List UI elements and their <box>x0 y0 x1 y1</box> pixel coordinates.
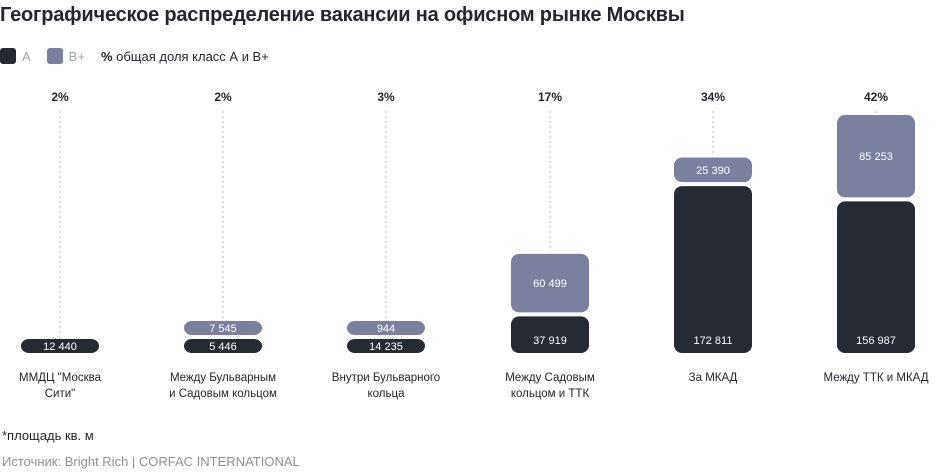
bar-a-label: 12 440 <box>43 341 77 353</box>
bar-a <box>674 186 752 353</box>
legend-swatch-bplus <box>46 48 63 64</box>
bar-a-label: 37 919 <box>533 335 567 347</box>
category-label: кольцом и ТТК <box>511 388 590 400</box>
bar-a <box>21 339 99 353</box>
category-label: Сити" <box>45 388 76 400</box>
share-label: 34% <box>701 90 725 104</box>
category-label: Внутри Бульварного <box>332 372 440 384</box>
legend-label-a: A <box>22 48 31 64</box>
bar-a-label: 14 235 <box>369 341 403 353</box>
legend: A B+ % общая доля класс А и В+ <box>0 46 269 66</box>
bar-bplus-label: 25 390 <box>696 165 730 177</box>
category-label: Между Садовым <box>505 372 595 384</box>
bar-a <box>347 339 425 353</box>
share-label: 17% <box>538 90 562 104</box>
bar-bplus <box>347 321 425 335</box>
bar-bplus-label: 60 499 <box>533 278 567 290</box>
source: Источник: Bright Rich | CORFAC INTERNATI… <box>2 454 300 469</box>
category-label: ММДЦ "Москва <box>19 372 102 384</box>
legend-share-note: % общая доля класс А и В+ <box>101 49 269 64</box>
category-label: Между Бульварным <box>170 372 276 384</box>
legend-swatch-a <box>0 48 16 64</box>
bar-bplus <box>184 321 262 335</box>
chart-title: Географическое распределение вакансии на… <box>0 4 685 26</box>
legend-label-bplus: B+ <box>68 48 85 64</box>
bar-bplus <box>837 115 915 198</box>
share-label: 2% <box>51 90 69 104</box>
share-label: 2% <box>214 90 232 104</box>
share-label: 42% <box>864 90 888 104</box>
chart-plot: 2% 12 440 ММДЦ "Москва Сити" 2% 5 446 7 545 Меж… <box>19 90 929 400</box>
category-label: Между ТТК и МКАД <box>823 372 928 384</box>
bar-a <box>511 316 589 353</box>
share-label: 3% <box>377 90 395 104</box>
category-label: и Садовым кольцом <box>169 388 277 400</box>
bar-bplus-label: 85 253 <box>859 151 893 163</box>
bar-a-label: 5 446 <box>209 341 237 353</box>
bar-bplus <box>511 253 589 313</box>
legend-share-prefix: % <box>100 48 113 64</box>
bar-a <box>184 339 262 353</box>
bar-a <box>837 201 915 353</box>
bar-a-label: 172 811 <box>694 335 733 347</box>
footnote: *площадь кв. м <box>2 428 94 443</box>
category-label: кольца <box>368 388 406 400</box>
category-label: За МКАД <box>689 372 738 384</box>
legend-share-label: общая доля класс А и В+ <box>116 48 269 64</box>
bar-a-label: 156 987 <box>856 335 896 347</box>
bar-bplus-label: 944 <box>377 323 395 335</box>
bar-bplus <box>674 157 752 183</box>
bar-bplus-label: 7 545 <box>209 323 237 335</box>
